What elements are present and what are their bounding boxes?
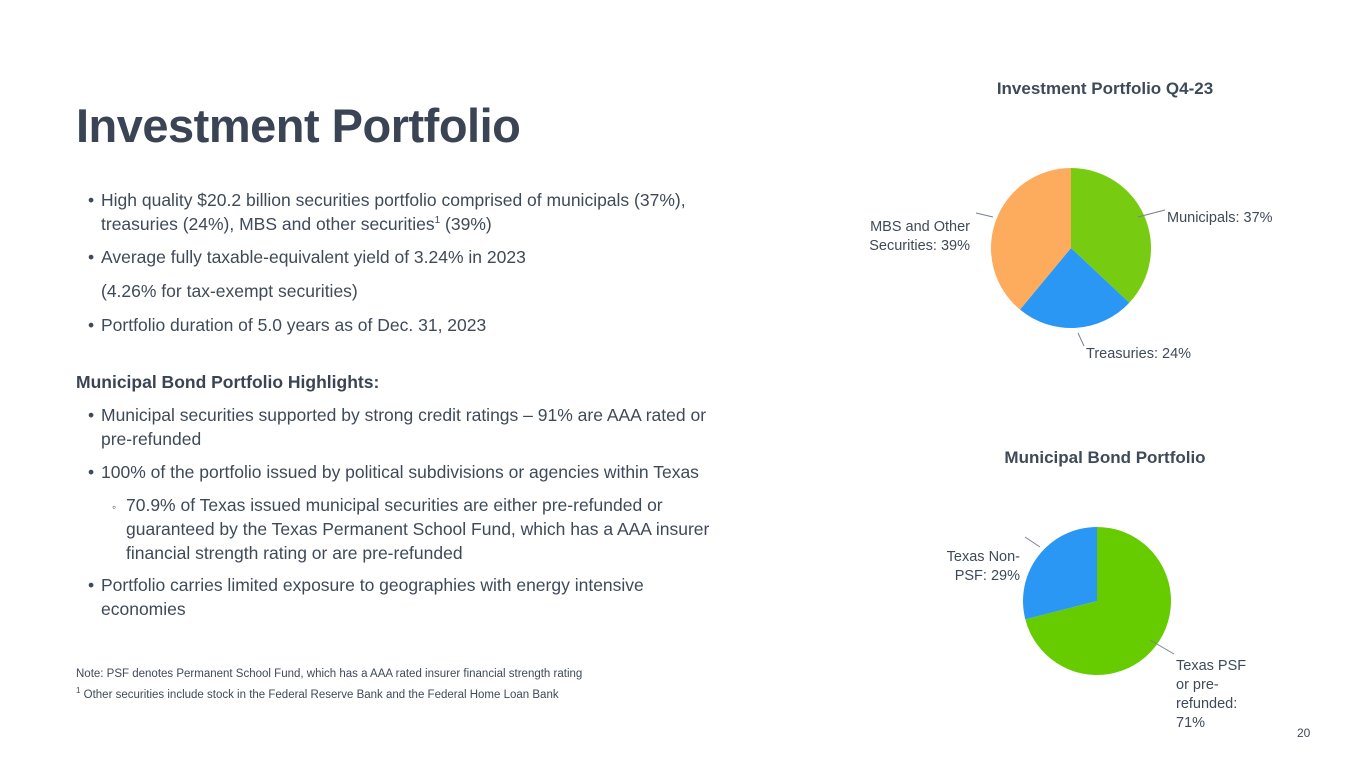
bullet-text: High quality $20.2 billion securities po… — [101, 190, 686, 234]
bullet-securities-portfolio: • High quality $20.2 billion securities … — [88, 188, 778, 236]
footnote-other-securities: 1 Other securities include stock in the … — [76, 686, 559, 701]
pie-slice — [1020, 248, 1130, 329]
bullet-texas-issuers: • 100% of the portfolio issued by politi… — [88, 460, 778, 484]
slice-label: Treasuries: 24% — [1086, 346, 1191, 362]
slice-label: MBS and Other Securities: 39% — [869, 219, 970, 254]
bullet-text: Average fully taxable-equivalent yield o… — [101, 247, 526, 267]
bullet-duration: • Portfolio duration of 5.0 years as of … — [88, 313, 778, 337]
muni-heading: Municipal Bond Portfolio Highlights: — [76, 372, 380, 392]
slice-label: Texas Non-PSF: 29% — [947, 549, 1021, 584]
leader-line — [1149, 639, 1175, 655]
sub-bullet-psf: ◦ 70.9% of Texas issued municipal securi… — [88, 493, 778, 565]
leader-line — [1077, 332, 1085, 347]
bullet-icon: • — [88, 247, 95, 267]
bullet-icon: • — [88, 575, 95, 595]
bullet-text: 100% of the portfolio issued by politica… — [101, 462, 699, 482]
psf-note: Note: PSF denotes Permanent School Fund,… — [76, 668, 583, 680]
bullet-icon: • — [88, 462, 95, 482]
chart-title-municipal-bond-portfolio: Municipal Bond Portfolio — [1004, 448, 1206, 467]
slice-label: Municipals: 37% — [1167, 210, 1273, 226]
yield-tax-exempt-text: (4.26% for tax-exempt securities) — [101, 281, 358, 301]
bullet-credit-ratings: • Municipal securities supported by stro… — [88, 403, 778, 451]
page-number: 20 — [1297, 726, 1311, 740]
pie-slice — [1071, 168, 1151, 303]
bullet-text: Portfolio duration of 5.0 years as of De… — [101, 315, 487, 335]
bullet-text: Municipal securities supported by strong… — [101, 405, 707, 449]
pie-slice — [991, 168, 1071, 310]
bullet-yield: • Average fully taxable-equivalent yield… — [88, 245, 778, 269]
chart-title-investment-portfolio: Investment Portfolio Q4-23 — [996, 79, 1214, 98]
sub-bullet-icon: ◦ — [112, 500, 117, 514]
bullet-icon: • — [88, 190, 95, 210]
leader-line — [1137, 209, 1166, 218]
pie-slice — [1025, 527, 1171, 675]
page-title: Investment Portfolio — [76, 99, 521, 152]
pie-slice — [1023, 527, 1097, 620]
slice-label: Texas PSF or pre-refunded: 71% — [1176, 658, 1246, 731]
bullet-icon: • — [88, 315, 95, 335]
leader-line — [1024, 536, 1041, 548]
leader-line — [975, 212, 994, 218]
bullet-text: Portfolio carries limited exposure to ge… — [101, 575, 644, 619]
bullet-icon: • — [88, 405, 95, 425]
bullet-energy-exposure: • Portfolio carries limited exposure to … — [88, 573, 778, 621]
bullet-text: 70.9% of Texas issued municipal securiti… — [126, 495, 710, 563]
